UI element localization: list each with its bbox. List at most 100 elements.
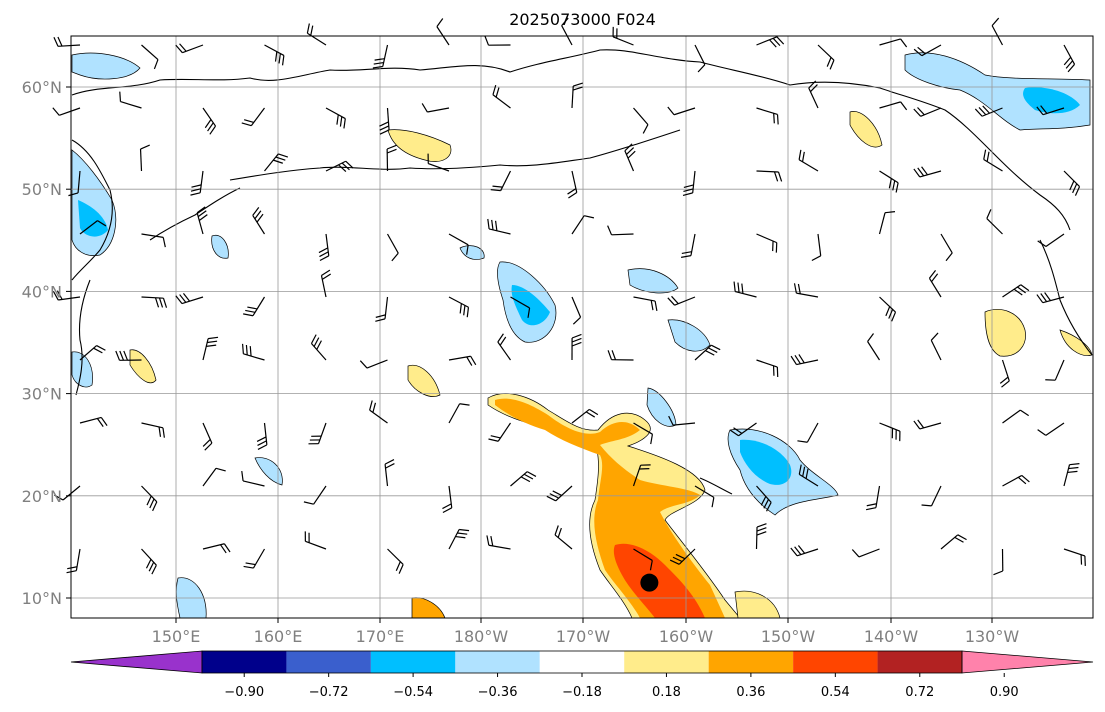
- latitude-label: 30°N: [22, 385, 62, 404]
- wind-barb: [243, 119, 254, 124]
- wind-barb: [798, 464, 802, 475]
- wind-barb: [241, 343, 244, 354]
- wind-barb: [395, 561, 401, 572]
- wind-barb: [93, 347, 103, 354]
- colorbar-swatch: [202, 651, 287, 673]
- wind-barb: [274, 51, 278, 62]
- wind-barb: [865, 507, 877, 511]
- wind-barb: [993, 570, 1004, 576]
- colorbar-tick-labels: −0.90 −0.72 −0.54 −0.36 −0.18 0.18 0.36 0.54 0.7…: [224, 673, 1019, 700]
- wind-barb: [624, 143, 633, 152]
- negative-anomaly-region: [904, 52, 1091, 131]
- wind-barb: [571, 408, 590, 424]
- positive-anomaly-region: [407, 364, 441, 397]
- negative-anomaly-region: [254, 457, 283, 486]
- wind-barb: [1045, 422, 1065, 436]
- wind-barb: [991, 25, 1004, 46]
- wind-barb: [336, 114, 339, 125]
- wind-barb: [223, 543, 231, 553]
- wind-barb: [466, 244, 469, 255]
- wind-barb: [669, 559, 680, 565]
- wind-barb: [1021, 474, 1030, 483]
- wind-barb: [158, 426, 162, 437]
- positive-anomaly-region: [129, 349, 157, 384]
- wind-barb: [913, 420, 921, 430]
- wind-barb: [257, 440, 267, 446]
- wind-barb: [797, 440, 808, 443]
- colorbar-label: 0.36: [736, 685, 765, 700]
- positive-anomaly-region: [387, 129, 452, 162]
- wind-barb: [198, 214, 208, 221]
- coastline-layer: [71, 49, 1093, 495]
- wind-barb: [281, 55, 285, 66]
- wind-barb: [588, 408, 599, 416]
- wind-barb: [802, 466, 806, 477]
- wind-barb: [683, 188, 694, 193]
- colorbar-swatch: [455, 651, 540, 673]
- wind-barb: [343, 118, 346, 129]
- wind-barb: [573, 82, 583, 87]
- colorbar-label: −0.72: [309, 685, 349, 700]
- wind-barb: [674, 296, 696, 306]
- colorbar-label: 0.18: [652, 685, 681, 700]
- wind-barb: [571, 296, 582, 318]
- wind-barb: [1072, 183, 1078, 194]
- coastline: [71, 139, 113, 281]
- wind-barb: [398, 564, 404, 574]
- wind-barb: [805, 468, 809, 479]
- wind-barb: [549, 493, 559, 499]
- wind-barb: [858, 548, 880, 558]
- wind-barb-layer: [52, 17, 1086, 576]
- wind-barb: [492, 185, 503, 188]
- wind-barb: [148, 561, 155, 572]
- wind-barb: [359, 360, 368, 369]
- wind-barb: [986, 209, 992, 219]
- wind-barb: [256, 213, 264, 223]
- wind-barb: [1069, 180, 1075, 191]
- wind-barb: [954, 536, 964, 543]
- wind-barb: [879, 422, 901, 432]
- wind-barb: [257, 444, 268, 450]
- wind-barb: [497, 333, 504, 343]
- wind-barb: [567, 188, 577, 195]
- wind-barb: [571, 215, 585, 235]
- wind-barb: [756, 233, 777, 244]
- wind-barb: [607, 350, 613, 360]
- wind-barb: [158, 297, 164, 308]
- wind-barb: [457, 532, 468, 535]
- wind-barb: [940, 233, 953, 254]
- wind-barb: [627, 150, 636, 159]
- wind-barb: [492, 94, 511, 109]
- wind-barb: [52, 290, 59, 301]
- shaded-field-layer: [71, 52, 1093, 619]
- wind-barb: [930, 485, 942, 507]
- colorbar-label: −0.90: [224, 685, 264, 700]
- wind-barb: [763, 499, 770, 509]
- wind-barb: [611, 233, 634, 236]
- wind-barb: [386, 148, 397, 154]
- wind-barb: [650, 434, 654, 445]
- wind-barb: [215, 467, 226, 472]
- colorbar-swatch: [370, 651, 456, 673]
- positive-anomaly-region: [1059, 329, 1093, 356]
- colorbar-upper-extension: [961, 650, 1094, 674]
- wind-barb: [1036, 294, 1044, 304]
- wind-barb: [680, 255, 692, 258]
- wind-barb: [523, 473, 534, 480]
- wind-barb: [182, 292, 191, 302]
- wind-barb: [1037, 240, 1047, 248]
- wind-barb: [667, 106, 675, 116]
- wind-barb: [379, 129, 390, 135]
- wind-barb: [571, 337, 582, 343]
- wind-barb: [913, 48, 923, 57]
- wind-barb: [249, 346, 252, 357]
- wind-barb: [391, 252, 399, 262]
- wind-barb: [773, 113, 775, 124]
- wind-barb: [470, 355, 477, 366]
- wind-barb: [917, 167, 925, 177]
- wind-barb: [490, 189, 501, 192]
- negative-anomaly-core: [740, 439, 792, 485]
- wind-barb: [243, 353, 265, 361]
- wind-barb: [1063, 56, 1072, 66]
- wind-barb: [339, 116, 343, 127]
